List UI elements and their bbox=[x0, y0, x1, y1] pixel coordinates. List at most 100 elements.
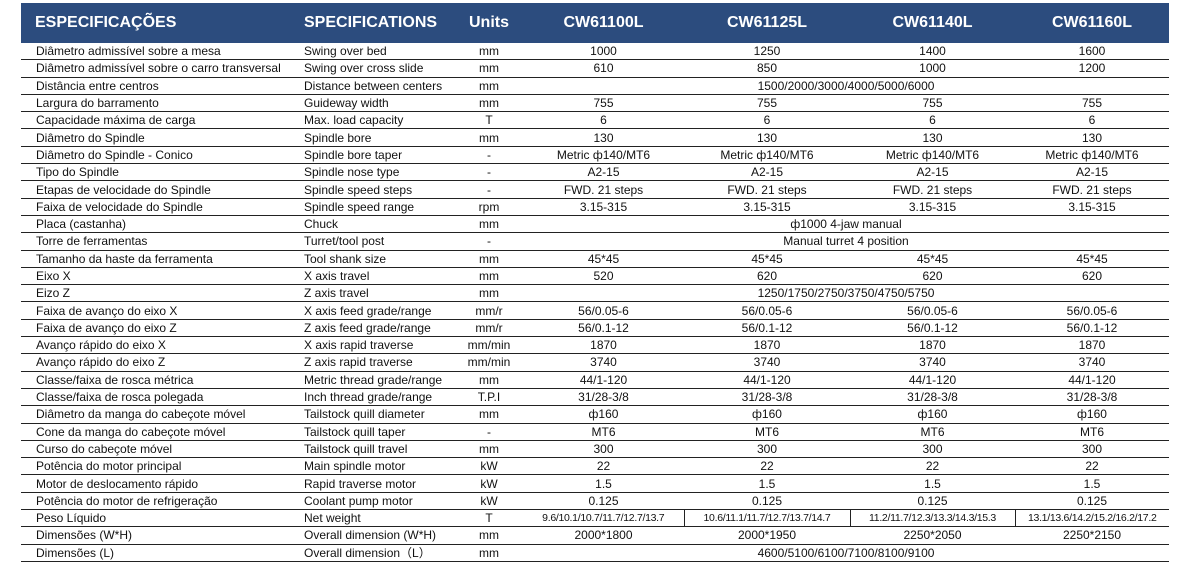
spec-value-model-1: 1870 bbox=[523, 336, 684, 355]
spec-value-model-2: 22 bbox=[684, 457, 850, 476]
spec-unit: mm bbox=[455, 77, 523, 95]
spec-unit: mm/r bbox=[455, 301, 523, 320]
spec-value-model-3: 2250*2050 bbox=[850, 526, 1015, 545]
spec-unit: kW bbox=[455, 474, 523, 493]
spec-value-model-3: 6 bbox=[850, 111, 1015, 130]
spec-value-model-2: 1250 bbox=[684, 43, 850, 61]
spec-unit: T bbox=[455, 111, 523, 130]
spec-unit: - bbox=[455, 180, 523, 199]
spec-value-model-3: 44/1-120 bbox=[850, 371, 1015, 389]
table-row: Capacidade máxima de carga Max. load capa… bbox=[21, 111, 1169, 130]
spec-label-en: Z axis feed grade/range bbox=[290, 319, 455, 338]
spec-label-pt: Capacidade máxima de carga bbox=[21, 111, 290, 130]
spec-value-model-4: 45*45 bbox=[1015, 250, 1169, 268]
spec-label-en: Spindle speed steps bbox=[290, 180, 455, 199]
spec-value-model-4: 755 bbox=[1015, 94, 1169, 113]
table-row: Motor de deslocamento rápido Rapid traver… bbox=[21, 474, 1169, 493]
spec-value-model-4: ф160 bbox=[1015, 405, 1169, 424]
spec-unit: mm bbox=[455, 526, 523, 545]
table-row: Diâmetro da manga do cabeçote móvel Tails… bbox=[21, 405, 1169, 424]
spec-value-model-1: 22 bbox=[523, 457, 684, 476]
spec-unit: mm bbox=[455, 284, 523, 303]
spec-label-pt: Etapas de velocidade do Spindle bbox=[21, 180, 290, 199]
header-en: SPECIFICATIONS bbox=[290, 3, 455, 43]
spec-value-all-models: Manual turret 4 position bbox=[523, 232, 1169, 251]
spec-label-en: Spindle speed range bbox=[290, 198, 455, 216]
spec-label-pt: Classe/faixa de rosca polegada bbox=[21, 388, 290, 407]
specifications-table: ESPECIFICAÇÕES SPECIFICATIONS Units CW61… bbox=[21, 3, 1169, 562]
spec-value-model-1: 755 bbox=[523, 94, 684, 113]
spec-unit: T bbox=[455, 509, 523, 528]
table-row: Etapas de velocidade do Spindle Spindle s… bbox=[21, 180, 1169, 199]
spec-value-model-3: 11.2/11.7/12.3/13.3/14.3/15.3 bbox=[849, 509, 1015, 528]
spec-value-model-2: 0.125 bbox=[684, 492, 850, 511]
spec-unit: mm bbox=[455, 250, 523, 268]
spec-value-model-4: 2250*2150 bbox=[1015, 526, 1169, 545]
spec-unit: mm/min bbox=[455, 353, 523, 372]
spec-value-model-3: FWD. 21 steps bbox=[850, 180, 1015, 199]
spec-value-model-2: 3740 bbox=[684, 353, 850, 372]
spec-label-en: Spindle bore taper bbox=[290, 146, 455, 165]
spec-value-model-1: 130 bbox=[523, 128, 684, 147]
spec-value-model-1: Metric ф140/MT6 bbox=[523, 146, 684, 165]
spec-unit: mm bbox=[455, 94, 523, 113]
spec-value-model-4: 3740 bbox=[1015, 353, 1169, 372]
spec-unit: - bbox=[455, 146, 523, 165]
spec-label-pt: Eixo X bbox=[21, 267, 290, 286]
spec-value-model-1: 31/28-3/8 bbox=[523, 388, 684, 407]
spec-value-model-3: A2-15 bbox=[850, 163, 1015, 182]
spec-value-model-4: 31/28-3/8 bbox=[1015, 388, 1169, 407]
table-row: Peso Líquido Net weight T 9.6/10.1/10.7/11.… bbox=[21, 509, 1169, 528]
spec-label-pt: Motor de deslocamento rápido bbox=[21, 474, 290, 493]
spec-label-en: Z axis rapid traverse bbox=[290, 353, 455, 372]
spec-value-model-2: 755 bbox=[684, 94, 850, 113]
spec-label-en: Swing over cross slide bbox=[290, 59, 455, 78]
spec-value-model-4: 130 bbox=[1015, 128, 1169, 147]
spec-value-model-2: A2-15 bbox=[684, 163, 850, 182]
spec-value-model-4: 1200 bbox=[1015, 59, 1169, 78]
spec-value-model-3: 1000 bbox=[850, 59, 1015, 78]
table-row: Torre de ferramentas Turret/tool post - Man… bbox=[21, 232, 1169, 251]
spec-value-model-1: 520 bbox=[523, 267, 684, 286]
spec-unit: mm bbox=[455, 128, 523, 147]
spec-value-model-3: 130 bbox=[850, 128, 1015, 147]
spec-value-model-3: 1400 bbox=[850, 43, 1015, 61]
spec-unit: mm bbox=[455, 43, 523, 61]
spec-label-en: Overall dimension（L） bbox=[290, 544, 455, 562]
spec-value-model-3: 22 bbox=[850, 457, 1015, 476]
spec-label-en: Chuck bbox=[290, 215, 455, 234]
spec-label-pt: Diâmetro da manga do cabeçote móvel bbox=[21, 405, 290, 424]
spec-value-model-4: A2-15 bbox=[1015, 163, 1169, 182]
spec-value-model-1: 3740 bbox=[523, 353, 684, 372]
spec-label-en: Swing over bed bbox=[290, 43, 455, 61]
spec-value-model-3: 1.5 bbox=[850, 474, 1015, 493]
spec-value-model-2: FWD. 21 steps bbox=[684, 180, 850, 199]
spec-value-model-4: 44/1-120 bbox=[1015, 371, 1169, 389]
spec-value-model-1: 9.6/10.1/10.7/11.7/12.7/13.7 bbox=[523, 509, 684, 528]
table-row: Classe/faixa de rosca polegada Inch threa… bbox=[21, 388, 1169, 407]
spec-value-model-3: 300 bbox=[850, 440, 1015, 459]
spec-value-all-models: ф1000 4-jaw manual bbox=[523, 215, 1169, 234]
spec-unit: mm bbox=[455, 371, 523, 389]
spec-value-model-2: 44/1-120 bbox=[684, 371, 850, 389]
spec-value-model-2: 1.5 bbox=[684, 474, 850, 493]
spec-value-model-2: 45*45 bbox=[684, 250, 850, 268]
spec-label-en: X axis rapid traverse bbox=[290, 336, 455, 355]
table-row: Tamanho da haste da ferramenta Tool shank… bbox=[21, 250, 1169, 268]
spec-value-model-3: 0.125 bbox=[850, 492, 1015, 511]
spec-value-model-4: MT6 bbox=[1015, 423, 1169, 441]
header-units: Units bbox=[455, 3, 523, 43]
spec-value-model-3: Metric ф140/MT6 bbox=[850, 146, 1015, 165]
spec-label-pt: Placa (castanha) bbox=[21, 215, 290, 234]
spec-rows: Diâmetro admissível sobre a mesa Swing ov… bbox=[21, 43, 1169, 562]
spec-value-model-2: ф160 bbox=[684, 405, 850, 424]
spec-label-en: Max. load capacity bbox=[290, 111, 455, 130]
spec-value-model-2: 850 bbox=[684, 59, 850, 78]
spec-unit: mm/r bbox=[455, 319, 523, 338]
spec-label-pt: Torre de ferramentas bbox=[21, 232, 290, 251]
spec-value-model-1: FWD. 21 steps bbox=[523, 180, 684, 199]
table-row: Diâmetro do Spindle - Conico Spindle bore… bbox=[21, 146, 1169, 165]
table-row: Dimensões (W*H) Overall dimension (W*H) mm… bbox=[21, 526, 1169, 545]
spec-value-model-1: MT6 bbox=[523, 423, 684, 441]
